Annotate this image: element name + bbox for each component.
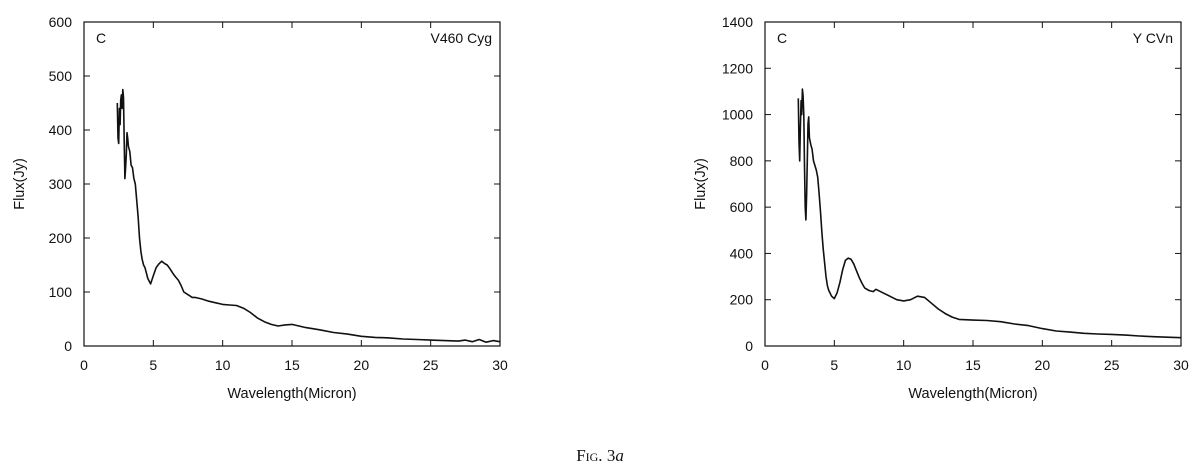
panel-label-left: C: [96, 30, 106, 46]
y-axis-title: Flux(Jy): [693, 158, 709, 210]
figure-caption: Fig. 3a: [0, 446, 1200, 466]
y-tick-label: 1400: [722, 14, 753, 30]
plot-frame: [764, 21, 1182, 347]
y-axis-title: Flux(Jy): [12, 158, 28, 210]
x-tick-label: 30: [492, 357, 508, 373]
x-tick-label: 25: [423, 357, 439, 373]
x-tick-label: 10: [215, 357, 231, 373]
x-tick-label: 30: [1173, 357, 1189, 373]
spectrum-line: [116, 88, 501, 343]
panel-label-left: C: [777, 30, 787, 46]
x-tick-label: 20: [354, 357, 370, 373]
x-tick-label: 5: [830, 357, 838, 373]
x-tick-label: 25: [1104, 357, 1120, 373]
y-tick-label: 600: [49, 14, 73, 30]
caption-number: 3: [606, 446, 616, 465]
caption-prefix: Fig.: [576, 446, 603, 465]
x-axis-title: Wavelength(Micron): [908, 386, 1037, 402]
axis-ticks: 0 5 10 15 20 25 30 0 200 400 600 800 1000 1200 1400: [722, 14, 1189, 373]
y-tick-label: 400: [730, 245, 754, 261]
y-tick-label: 1000: [722, 107, 753, 123]
panel-label-right: V460 Cyg: [431, 30, 492, 46]
y-tick-label: 0: [745, 338, 753, 354]
spectrum-line: [797, 88, 1182, 339]
caption-suffix: a: [615, 446, 624, 465]
y-tick-label: 200: [49, 230, 73, 246]
x-tick-label: 20: [1035, 357, 1051, 373]
x-tick-label: 15: [965, 357, 981, 373]
y-tick-label: 500: [49, 68, 73, 84]
x-axis-title: Wavelength(Micron): [227, 386, 356, 402]
y-tick-label: 100: [49, 284, 73, 300]
y-tick-label: 300: [49, 176, 73, 192]
y-tick-label: 1200: [722, 60, 753, 76]
plot-frame: [83, 21, 501, 347]
y-tick-label: 800: [730, 153, 754, 169]
y-tick-label: 400: [49, 122, 73, 138]
x-tick-label: 15: [284, 357, 300, 373]
x-tick-label: 0: [80, 357, 88, 373]
panel-label-right: Y CVn: [1133, 30, 1173, 46]
x-tick-label: 5: [149, 357, 157, 373]
y-tick-label: 0: [64, 338, 72, 354]
y-tick-label: 600: [730, 199, 754, 215]
x-tick-label: 0: [761, 357, 769, 373]
y-tick-label: 200: [730, 292, 754, 308]
x-tick-label: 10: [896, 357, 912, 373]
